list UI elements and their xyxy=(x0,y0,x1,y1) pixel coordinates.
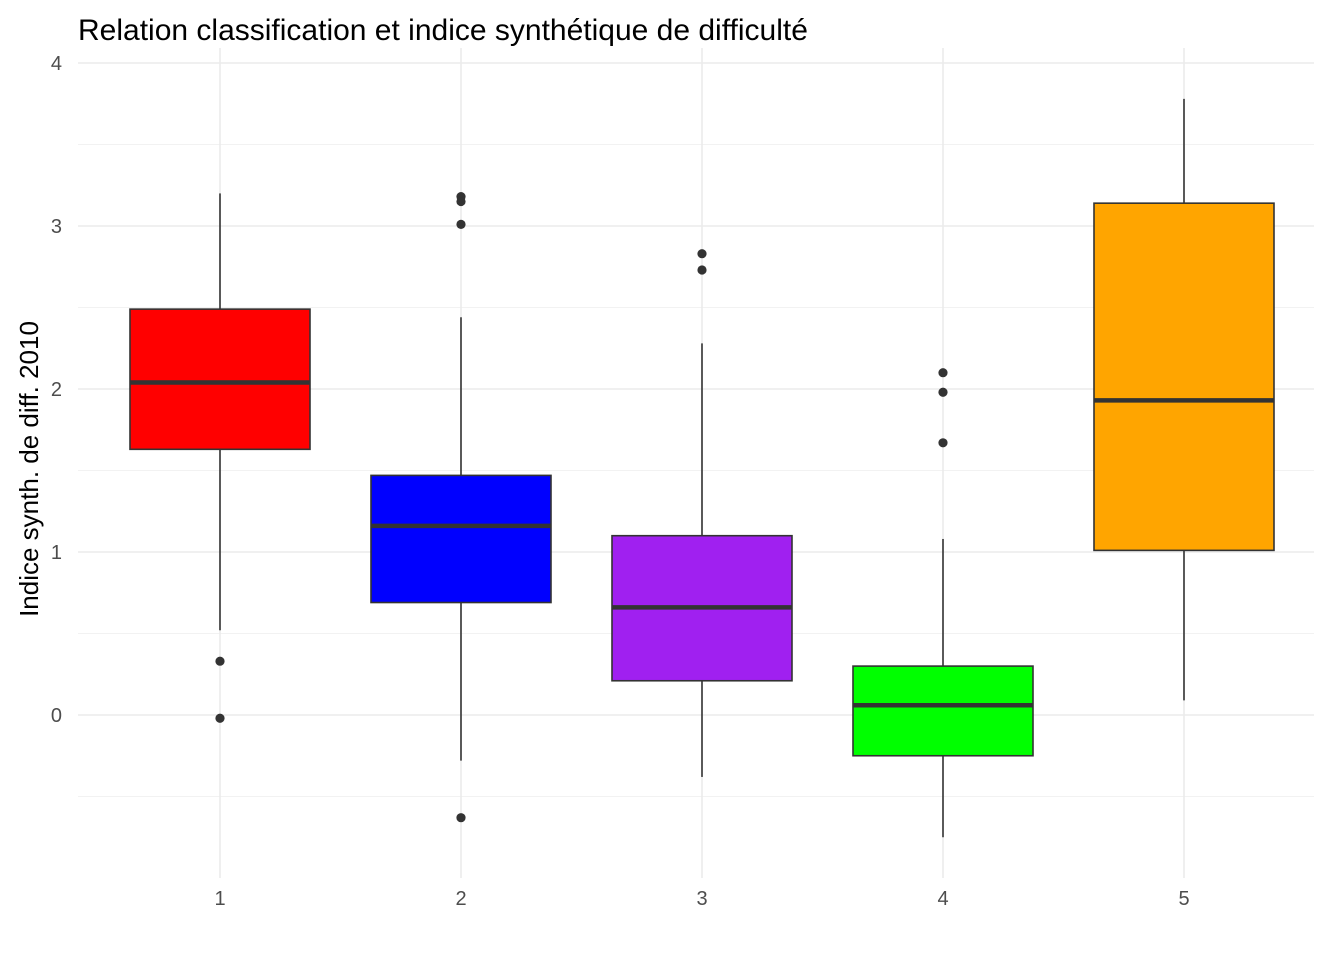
outlier-point xyxy=(456,219,466,229)
outlier-point xyxy=(215,713,225,723)
outlier-point xyxy=(215,656,225,666)
x-tick-label: 2 xyxy=(455,888,466,910)
outlier-point xyxy=(456,813,466,823)
outlier-point xyxy=(938,368,948,378)
x-tick-label: 4 xyxy=(937,888,948,910)
outlier-point xyxy=(938,438,948,448)
box-2 xyxy=(370,474,552,604)
x-tick-label: 5 xyxy=(1178,888,1189,910)
y-tick-label: 3 xyxy=(51,216,62,238)
box-1 xyxy=(129,308,311,451)
y-tick-label: 2 xyxy=(51,379,62,401)
outlier-point xyxy=(697,249,707,259)
outlier-point xyxy=(697,265,707,275)
plot-area: 0 1 2 3 4 1 2 3 4 5 xyxy=(51,48,1314,910)
box-5 xyxy=(1093,202,1275,552)
x-tick-label: 1 xyxy=(214,888,225,910)
y-tick-label: 4 xyxy=(51,53,62,75)
outlier-point xyxy=(938,387,948,397)
x-tick-label: 3 xyxy=(696,888,707,910)
box-4 xyxy=(852,665,1034,757)
chart-title: Relation classification et indice synthé… xyxy=(78,14,808,47)
y-axis-title: Indice synth. de diff. 2010 xyxy=(14,321,44,617)
y-tick-label: 0 xyxy=(51,705,62,727)
outlier-point xyxy=(456,196,466,207)
y-tick-label: 1 xyxy=(51,542,62,564)
